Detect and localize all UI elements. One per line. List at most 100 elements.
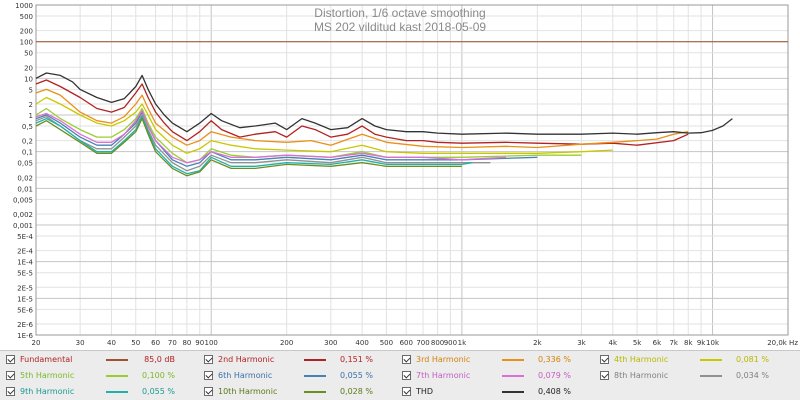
legend-label: Fundamental [20, 355, 73, 364]
legend-item-2nd-harmonic: 2nd Harmonic 0,151 % [204, 352, 394, 368]
x-tick-label: 5k [633, 339, 642, 347]
series-line-5th-harmonic [35, 107, 582, 164]
legend-checkbox[interactable] [600, 371, 609, 380]
legend-item-9th-harmonic: 9th Harmonic 0,055 % [6, 384, 196, 400]
legend-checkbox[interactable] [6, 355, 15, 364]
x-tick-label: 60 [151, 339, 160, 347]
y-tick-label: 1 [29, 112, 33, 120]
series-line-4th-harmonic [35, 96, 613, 154]
legend-value: 0,034 % [735, 371, 769, 380]
chart-title: Distortion, 1/6 octave smoothing [314, 6, 485, 20]
series-line-6th-harmonic [35, 111, 538, 167]
y-tick-label: 0,02 [17, 174, 33, 182]
legend-value: 85,0 dB [144, 355, 175, 364]
x-tick-label: 800 [431, 339, 444, 347]
x-tick-label: 3k [577, 339, 586, 347]
series-line-10th-harmonic [35, 117, 462, 177]
x-tick-label: 700 [416, 339, 429, 347]
legend-value: 0,079 % [537, 371, 571, 380]
grid [35, 4, 789, 336]
x-tick-label: 30 [76, 339, 85, 347]
legend-value: 0,081 % [735, 355, 769, 364]
legend-value: 0,408 % [537, 387, 571, 396]
x-tick-label: 9k [697, 339, 706, 347]
y-tick-label: 200 [20, 28, 33, 36]
y-tick-label: 50 [24, 50, 33, 58]
y-tick-label: 0,01 [17, 185, 33, 193]
legend-value: 0,151 % [339, 355, 373, 364]
y-tick-label: 20 [24, 64, 33, 72]
legend-checkbox[interactable] [6, 371, 15, 380]
x-tick-label: 50 [131, 339, 140, 347]
legend-label: 8th Harmonic [614, 371, 669, 380]
series-line-thd [35, 72, 733, 135]
axes: 1000 500 200 100 50 20 10 5 2 1 0,5 0,2 0,1 0,05 0,02 0… [13, 2, 798, 347]
legend-swatch [106, 375, 128, 377]
legend-value: 0,336 % [537, 355, 571, 364]
legend-label: 9th Harmonic [20, 387, 75, 396]
series-group [35, 41, 788, 177]
y-tick-label: 5 [29, 86, 33, 94]
x-tick-label: 20 [32, 339, 41, 347]
legend-label: 5th Harmonic [20, 371, 75, 380]
distortion-chart: 1000 500 200 100 50 20 10 5 2 1 0,5 0,2 0,1 0,05 0,02 0… [12, 2, 799, 347]
series-line-2nd-harmonic [35, 79, 689, 146]
y-tick-label: 2E-6 [17, 321, 33, 329]
y-tick-label: 0,002 [13, 211, 33, 219]
legend-value: 0,100 % [141, 371, 175, 380]
chart-subtitle: MS 202 vilditud kast 2018-05-09 [314, 20, 486, 34]
y-tick-label: 5E-4 [17, 233, 33, 241]
x-tick-label: 1k [458, 339, 467, 347]
legend-checkbox[interactable] [402, 355, 411, 364]
x-tick-label: 6k [653, 339, 662, 347]
legend-checkbox[interactable] [204, 371, 213, 380]
x-tick-label: 2k [533, 339, 542, 347]
legend-label: 2nd Harmonic [218, 355, 275, 364]
x-tick-label: 80 [182, 339, 191, 347]
legend-swatch [502, 375, 524, 377]
legend-checkbox[interactable] [6, 387, 15, 396]
x-tick-label: 100 [205, 339, 218, 347]
y-tick-label: 100 [20, 39, 33, 47]
legend-label: 6th Harmonic [218, 371, 273, 380]
x-tick-label: 8k [684, 339, 693, 347]
x-tick-label: 10k [706, 339, 720, 347]
legend-checkbox[interactable] [204, 355, 213, 364]
x-tick-label: 7k [669, 339, 678, 347]
y-tick-label: 2 [29, 101, 33, 109]
y-tick-label: 10 [24, 75, 33, 83]
x-tick-label: 20,0k Hz [767, 339, 798, 347]
legend-label: THD [416, 387, 434, 396]
series-line-3rd-harmonic [35, 88, 689, 149]
legend-label: 7th Harmonic [416, 371, 471, 380]
x-tick-label: 900 [444, 339, 457, 347]
y-tick-label: 0,2 [22, 138, 33, 146]
x-tick-label: 400 [355, 339, 368, 347]
legend-value: 0,055 % [141, 387, 175, 396]
legend-item-10th-harmonic: 10th Harmonic 0,028 % [204, 384, 394, 400]
legend-item-5th-harmonic: 5th Harmonic 0,100 % [6, 368, 196, 384]
series-line-7th-harmonic [35, 110, 507, 164]
x-tick-label: 300 [324, 339, 337, 347]
y-tick-label: 500 [20, 13, 33, 21]
x-tick-label: 200 [280, 339, 293, 347]
legend-label: 10th Harmonic [218, 387, 278, 396]
y-tick-label: 2E-5 [17, 284, 33, 292]
legend-label: 4th Harmonic [614, 355, 669, 364]
legend-item-7th-harmonic: 7th Harmonic 0,079 % [402, 368, 592, 384]
y-tick-label: 1E-6 [17, 332, 33, 340]
x-tick-label: 40 [107, 339, 116, 347]
legend-item-3rd-harmonic: 3rd Harmonic 0,336 % [402, 352, 592, 368]
legend-item-fundamental: Fundamental 85,0 dB [6, 352, 196, 368]
legend-swatch [304, 391, 326, 393]
legend-checkbox[interactable] [402, 387, 411, 396]
legend-swatch [700, 359, 722, 361]
legend-checkbox[interactable] [402, 371, 411, 380]
legend-swatch [502, 391, 524, 393]
y-tick-label: 5E-5 [17, 270, 33, 278]
legend-checkbox[interactable] [204, 387, 213, 396]
legend-item-6th-harmonic: 6th Harmonic 0,055 % [204, 368, 394, 384]
y-tick-label: 5E-6 [17, 306, 33, 314]
legend-checkbox[interactable] [600, 355, 609, 364]
y-tick-label: 1E-4 [17, 259, 33, 267]
